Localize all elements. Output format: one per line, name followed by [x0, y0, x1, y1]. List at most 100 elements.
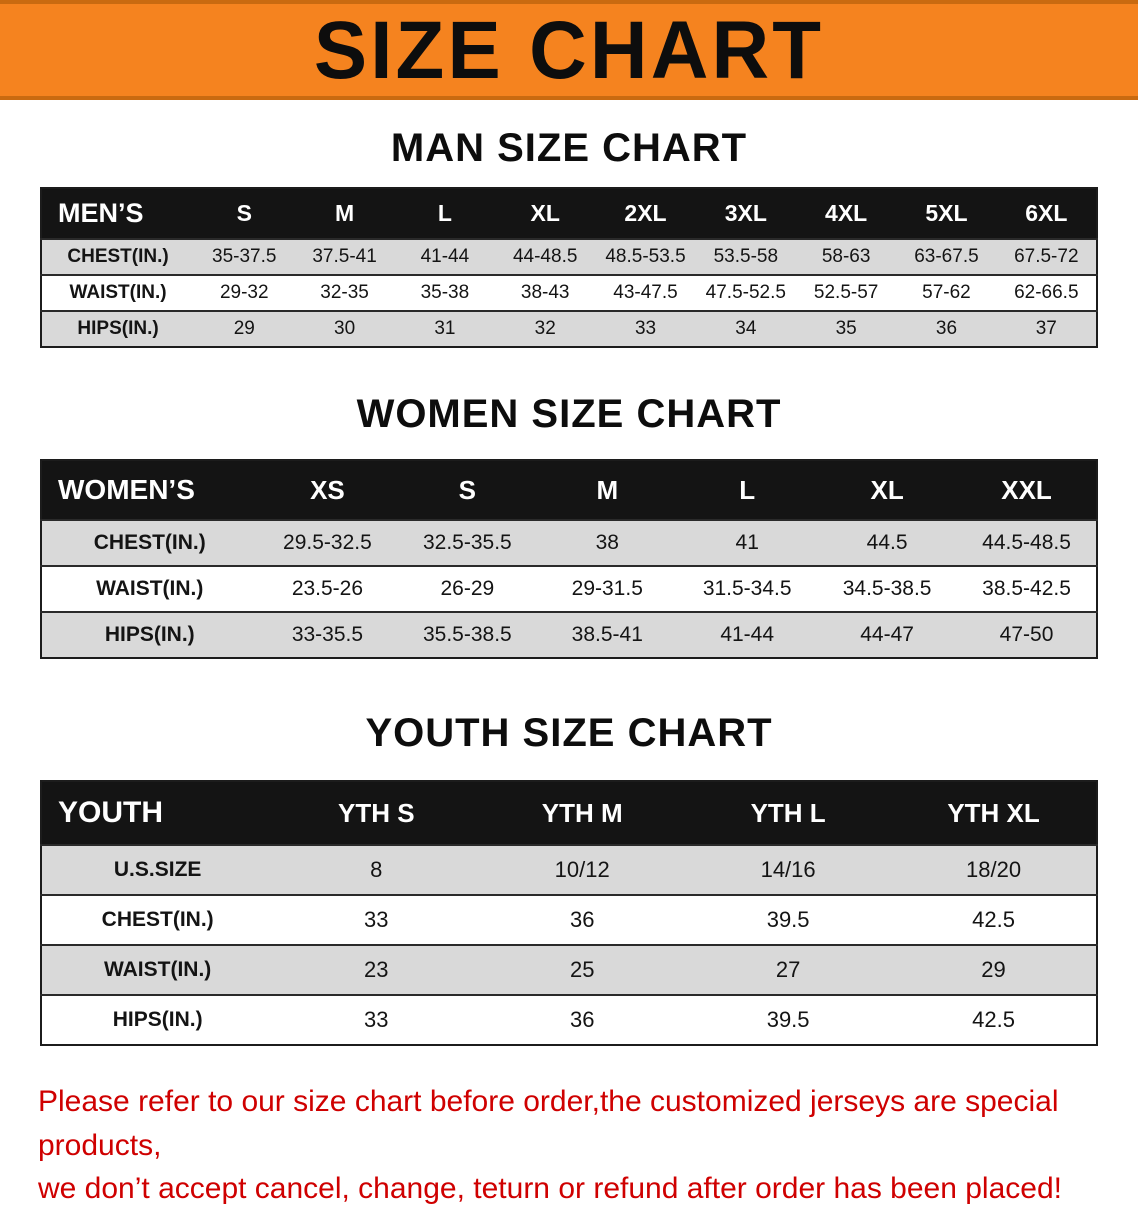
- banner-title: SIZE CHART: [313, 4, 825, 96]
- men-size-section: MAN SIZE CHART MEN’S S M L XL 2XL 3XL 4XL 5XL 6XL…: [0, 126, 1138, 348]
- size-column-header: S: [397, 460, 538, 520]
- size-value: 32: [495, 310, 596, 347]
- men-size-table: MEN’S S M L XL 2XL 3XL 4XL 5XL 6XL CHEST(IN.) 35-3…: [40, 187, 1098, 348]
- size-value: 34.5-38.5: [817, 565, 958, 612]
- table-row: WAIST(IN.) 29-32 32-35 35-38 38-43 43-47.5 47.…: [41, 274, 1097, 311]
- size-value: 33: [273, 894, 480, 945]
- size-value: 27: [685, 944, 892, 995]
- size-chart-banner: SIZE CHART: [0, 0, 1138, 100]
- size-value: 29-31.5: [537, 565, 678, 612]
- size-value: 62-66.5: [996, 274, 1097, 311]
- size-column-header: YTH S: [273, 781, 480, 845]
- row-label: HIPS(IN.): [41, 994, 274, 1045]
- row-label: CHEST(IN.): [41, 519, 258, 566]
- size-column-header: XL: [817, 460, 958, 520]
- size-column-header: YTH M: [479, 781, 686, 845]
- table-corner-label: WOMEN’S: [41, 460, 258, 520]
- size-value: 41-44: [677, 611, 818, 658]
- size-value: 63-67.5: [896, 238, 997, 275]
- women-size-section: WOMEN SIZE CHART WOMEN’S XS S M L XL XXL CHEST…: [0, 392, 1138, 659]
- size-value: 34: [695, 310, 796, 347]
- size-value: 29.5-32.5: [257, 519, 398, 566]
- women-size-table: WOMEN’S XS S M L XL XXL CHEST(IN.) 29.5-32.5 32.…: [40, 459, 1098, 659]
- youth-section-heading: YOUTH SIZE CHART: [365, 711, 773, 755]
- size-value: 37: [996, 310, 1097, 347]
- size-column-header: L: [394, 188, 496, 239]
- size-value: 44-47: [817, 611, 958, 658]
- size-value: 44.5: [817, 519, 958, 566]
- size-value: 8: [273, 844, 480, 895]
- size-value: 38.5-42.5: [957, 565, 1097, 612]
- size-value: 33: [595, 310, 696, 347]
- size-value: 25: [479, 944, 686, 995]
- order-policy-line-2: we don’t accept cancel, change, teturn o…: [38, 1172, 1062, 1205]
- size-value: 35-38: [394, 274, 496, 311]
- men-section-heading: MAN SIZE CHART: [390, 126, 748, 170]
- youth-size-section: YOUTH SIZE CHART YOUTH YTH S YTH M YTH L YTH…: [0, 711, 1138, 1046]
- size-value: 31: [394, 310, 496, 347]
- size-value: 52.5-57: [795, 274, 897, 311]
- size-column-header: 5XL: [896, 188, 997, 239]
- size-value: 53.5-58: [695, 238, 796, 275]
- size-column-header: YTH XL: [891, 781, 1097, 845]
- table-header-row: YOUTH YTH S YTH M YTH L YTH XL: [41, 781, 1097, 845]
- size-value: 33: [273, 994, 480, 1045]
- size-value: 44-48.5: [495, 238, 596, 275]
- size-column-header: 4XL: [795, 188, 897, 239]
- row-label: HIPS(IN.): [41, 310, 195, 347]
- size-column-header: XL: [495, 188, 596, 239]
- size-value: 35.5-38.5: [397, 611, 538, 658]
- size-value: 38-43: [495, 274, 596, 311]
- table-row: CHEST(IN.) 35-37.5 37.5-41 41-44 44-48.5 48.5…: [41, 238, 1097, 275]
- size-column-header: XS: [257, 460, 398, 520]
- size-value: 42.5: [891, 894, 1097, 945]
- size-column-header: 3XL: [695, 188, 796, 239]
- table-corner-label: MEN’S: [41, 188, 195, 239]
- row-label: WAIST(IN.): [41, 274, 195, 311]
- size-value: 29: [891, 944, 1097, 995]
- size-value: 41: [677, 519, 818, 566]
- size-value: 39.5: [685, 994, 892, 1045]
- table-row: U.S.SIZE 8 10/12 14/16 18/20: [41, 844, 1097, 895]
- size-value: 26-29: [397, 565, 538, 612]
- table-row: HIPS(IN.) 29 30 31 32 33 34 35 36 37: [41, 310, 1097, 347]
- size-value: 47-50: [957, 611, 1097, 658]
- size-value: 35: [795, 310, 897, 347]
- size-value: 43-47.5: [595, 274, 696, 311]
- youth-size-table: YOUTH YTH S YTH M YTH L YTH XL U.S.SIZE 8 10/1…: [40, 780, 1098, 1046]
- size-value: 48.5-53.5: [595, 238, 696, 275]
- size-value: 57-62: [896, 274, 997, 311]
- size-column-header: M: [294, 188, 395, 239]
- order-policy-note: Please refer to our size chart before or…: [38, 1080, 1100, 1211]
- size-value: 36: [479, 894, 686, 945]
- table-row: HIPS(IN.) 33-35.5 35.5-38.5 38.5-41 41-44 44-…: [41, 611, 1097, 658]
- size-value: 36: [896, 310, 997, 347]
- row-label: CHEST(IN.): [41, 894, 274, 945]
- table-row: HIPS(IN.) 33 36 39.5 42.5: [41, 994, 1097, 1045]
- row-label: U.S.SIZE: [41, 844, 274, 895]
- size-value: 32-35: [294, 274, 395, 311]
- size-column-header: 6XL: [996, 188, 1097, 239]
- size-value: 14/16: [685, 844, 892, 895]
- table-row: WAIST(IN.) 23 25 27 29: [41, 944, 1097, 995]
- size-value: 33-35.5: [257, 611, 398, 658]
- size-value: 36: [479, 994, 686, 1045]
- size-value: 29-32: [194, 274, 295, 311]
- size-value: 18/20: [891, 844, 1097, 895]
- table-row: WAIST(IN.) 23.5-26 26-29 29-31.5 31.5-34.5 34…: [41, 565, 1097, 612]
- size-value: 35-37.5: [194, 238, 295, 275]
- row-label: HIPS(IN.): [41, 611, 258, 658]
- size-value: 37.5-41: [294, 238, 395, 275]
- size-column-header: L: [677, 460, 818, 520]
- size-column-header: XXL: [957, 460, 1097, 520]
- size-value: 39.5: [685, 894, 892, 945]
- size-value: 44.5-48.5: [957, 519, 1097, 566]
- size-column-header: M: [537, 460, 678, 520]
- size-value: 58-63: [795, 238, 897, 275]
- size-value: 23.5-26: [257, 565, 398, 612]
- size-value: 41-44: [394, 238, 496, 275]
- size-value: 23: [273, 944, 480, 995]
- size-column-header: YTH L: [685, 781, 892, 845]
- size-value: 42.5: [891, 994, 1097, 1045]
- table-row: CHEST(IN.) 29.5-32.5 32.5-35.5 38 41 44.5 44.5…: [41, 519, 1097, 566]
